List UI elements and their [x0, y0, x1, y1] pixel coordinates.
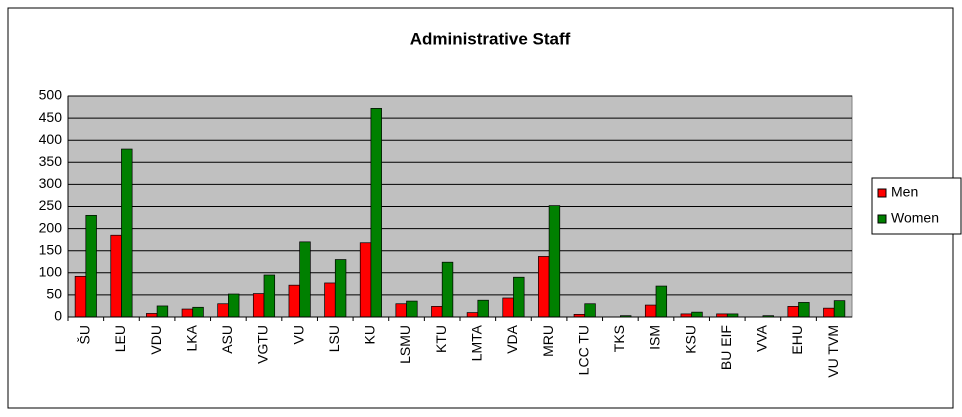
- y-tick-label: 150: [39, 241, 63, 257]
- x-tick-label: VGTU: [255, 325, 271, 364]
- bar: [787, 306, 799, 318]
- x-tick-label: TKS: [611, 325, 627, 352]
- x-tick-label: BU EIF: [718, 325, 734, 370]
- y-tick-label: 200: [39, 219, 63, 235]
- y-tick-label: 350: [39, 153, 63, 169]
- chart-title: Administrative Staff: [410, 29, 571, 48]
- y-tick-label: 300: [39, 175, 63, 191]
- bar: [655, 285, 668, 318]
- bar: [74, 275, 87, 318]
- bar: [798, 302, 810, 318]
- x-tick-label: VU TVM: [825, 325, 841, 378]
- x-tick-label: VU: [290, 325, 306, 344]
- x-tick-label: LCC TU: [575, 325, 591, 375]
- bar: [584, 303, 596, 318]
- x-tick-label: EHU: [789, 325, 805, 355]
- bar: [288, 284, 300, 318]
- x-tick-label: KTU: [433, 325, 449, 353]
- x-tick-label: LSU: [326, 325, 342, 352]
- bar: [538, 256, 550, 318]
- x-tick-label: VDA: [504, 324, 520, 353]
- bar: [146, 313, 158, 318]
- bar: [85, 214, 97, 318]
- bar: [833, 300, 846, 318]
- bar: [644, 304, 657, 318]
- legend-box: [871, 177, 962, 235]
- bar: [110, 234, 122, 318]
- y-tick-label: 50: [46, 286, 62, 302]
- x-tick-label: ŠU: [77, 325, 93, 344]
- bar: [431, 306, 443, 318]
- bar: [359, 242, 372, 318]
- x-tick-label: LMTA: [469, 324, 485, 361]
- bar: [228, 293, 240, 318]
- bar: [691, 311, 703, 318]
- y-tick-label: 250: [39, 197, 63, 213]
- y-tick-label: 500: [39, 87, 63, 103]
- bar: [252, 293, 265, 318]
- bar: [121, 148, 133, 318]
- y-tick-label: 0: [54, 308, 62, 324]
- bar: [217, 303, 229, 318]
- bar: [370, 108, 382, 318]
- bar: [477, 299, 489, 318]
- bar: [263, 274, 276, 318]
- x-tick-label: LKA: [183, 324, 199, 351]
- bar: [513, 276, 525, 318]
- bar: [548, 205, 561, 318]
- bar: [156, 305, 169, 318]
- x-tick-label: VDU: [148, 325, 164, 355]
- x-tick-label: VVA: [754, 324, 770, 352]
- x-tick-label: KSU: [682, 325, 698, 354]
- y-tick-label: 100: [39, 264, 63, 280]
- x-tick-label: ISM: [647, 325, 663, 350]
- bar: [324, 282, 336, 318]
- x-tick-label: LSMU: [397, 325, 413, 364]
- bar: [192, 306, 204, 318]
- bar: [502, 297, 514, 318]
- bar: [181, 308, 194, 318]
- legend-label: Women: [891, 210, 939, 226]
- legend-label: Men: [891, 184, 918, 200]
- bar: [299, 241, 311, 318]
- legend-swatch: [877, 188, 887, 198]
- x-tick-label: LEU: [112, 325, 128, 352]
- x-tick-label: ASU: [219, 325, 235, 354]
- bar: [334, 259, 347, 318]
- y-tick-label: 400: [39, 131, 63, 147]
- x-tick-label: KU: [362, 325, 378, 344]
- bar: [441, 261, 454, 318]
- bar: [466, 312, 479, 318]
- bar: [823, 307, 835, 318]
- bar: [395, 303, 407, 318]
- bar: [406, 300, 418, 318]
- y-tick-label: 450: [39, 109, 63, 125]
- x-tick-label: MRU: [540, 325, 556, 357]
- legend-swatch: [877, 214, 887, 224]
